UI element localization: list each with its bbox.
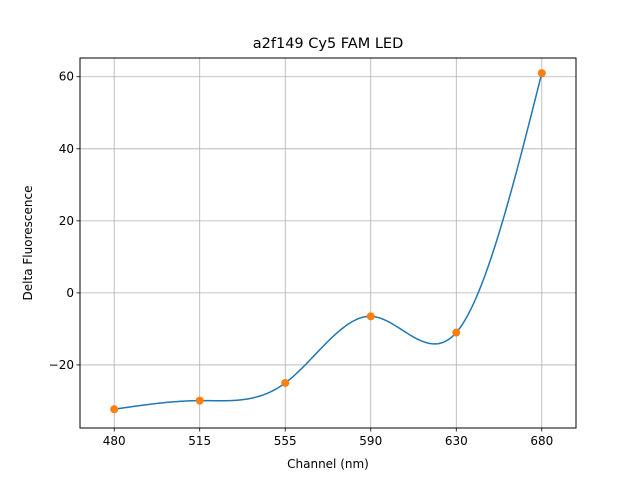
plot-frame: [79, 57, 577, 429]
y-tick-label: −20: [49, 358, 74, 372]
x-axis-ticks: 480 515 555 590 630 680: [103, 428, 553, 448]
x-tick-label: 515: [188, 434, 211, 448]
data-markers: [110, 69, 546, 414]
data-point: [195, 396, 204, 405]
series-line: [114, 72, 543, 411]
data-point: [281, 378, 290, 387]
grid: [80, 58, 576, 428]
x-tick-label: 680: [530, 434, 553, 448]
x-tick-label: 555: [274, 434, 297, 448]
y-tick-label: 40: [59, 142, 74, 156]
x-tick-label: 480: [103, 434, 126, 448]
data-point: [110, 405, 119, 414]
y-tick-label: 0: [66, 286, 74, 300]
series-curve-layer: [114, 72, 543, 411]
x-tick-label: 590: [359, 434, 382, 448]
chart-title: a2f149 Cy5 FAM LED: [253, 36, 404, 52]
y-axis-ticks: −20 0 20 40 60: [49, 70, 80, 372]
x-axis-title: Channel (nm): [287, 457, 369, 471]
y-axis-title: Delta Fluorescence: [21, 186, 35, 301]
x-tick-label: 630: [445, 434, 468, 448]
data-point: [366, 312, 375, 321]
data-point: [452, 328, 461, 337]
y-tick-label: 20: [59, 214, 74, 228]
data-point: [537, 69, 546, 78]
y-tick-label: 60: [59, 70, 74, 84]
